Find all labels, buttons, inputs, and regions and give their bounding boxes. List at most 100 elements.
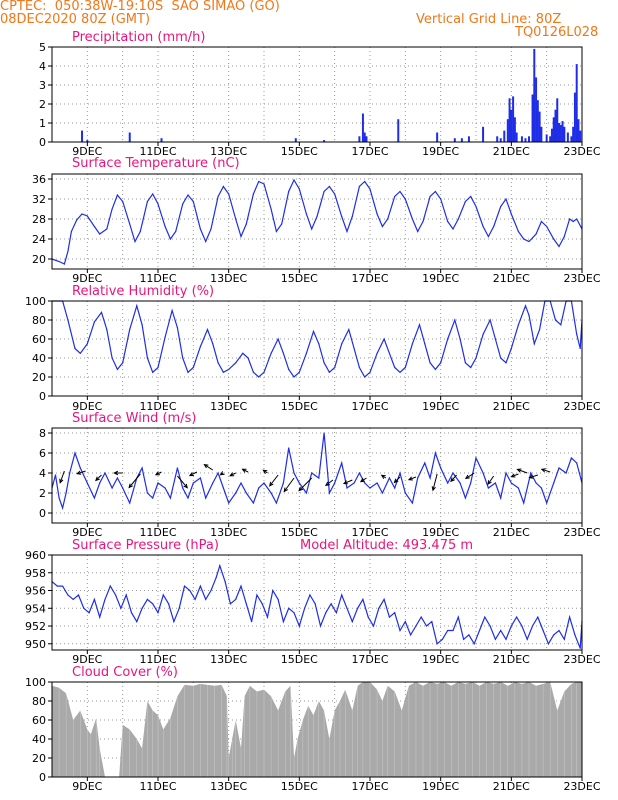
surface-pressure-point [235, 598, 237, 600]
surface-wind-point [523, 502, 525, 504]
relative-humidity-point [576, 333, 578, 335]
surface-temperature-point [58, 260, 60, 263]
surface-temperature-point [157, 203, 159, 205]
surface-temperature-panel: 20 24 28 32 36 9DEC 11DEC 13DEC 15DEC 17DEC 19DEC 2… [32, 156, 601, 285]
surface-temperature-point [210, 228, 212, 230]
surface-wind-point [258, 487, 260, 489]
precipitation-xtick-label: 15DEC [281, 145, 318, 158]
surface-wind-title: Surface Wind (m/s) [72, 411, 196, 426]
wind-arrow-head [76, 470, 82, 475]
surface-wind-point [182, 487, 184, 489]
precip-bar [363, 132, 366, 142]
surface-wind-point [293, 472, 295, 474]
surface-wind-point [192, 482, 194, 484]
surface-pressure-point [425, 625, 428, 627]
relative-humidity-xtick-label: 9DEC [72, 400, 102, 413]
relative-humidity-point [282, 352, 285, 354]
surface-temperature-point [67, 250, 69, 253]
surface-pressure-point [330, 603, 332, 605]
relative-humidity-point [263, 371, 265, 373]
surface-wind-point [228, 502, 230, 504]
relative-humidity-point [293, 376, 295, 378]
surface-temperature-point [311, 228, 313, 230]
relative-humidity-point [228, 368, 230, 370]
precipitation-title: Precipitation (mm/h) [72, 30, 205, 45]
surface-wind-ytick-label: 8 [39, 427, 46, 440]
surface-pressure-point [367, 616, 369, 618]
surface-wind-point [323, 432, 325, 434]
surface-temperature-point [563, 235, 565, 238]
relative-humidity-point [418, 324, 421, 326]
surface-pressure-xtick-label: 13DEC [210, 653, 247, 666]
surface-pressure-point [219, 565, 221, 567]
relative-humidity-point [93, 321, 95, 323]
precip-bar [558, 123, 561, 142]
surface-wind-plot-area [52, 428, 582, 523]
surface-pressure-point [304, 607, 306, 609]
surface-wind-ytick-label: 0 [39, 507, 46, 520]
relative-humidity-point [106, 328, 108, 331]
relative-humidity-point [305, 352, 307, 354]
surface-wind-point [358, 472, 360, 474]
surface-temperature-point [182, 203, 184, 205]
precip-bar [566, 132, 569, 142]
surface-wind-point [417, 477, 419, 479]
surface-pressure-point [441, 638, 444, 640]
surface-temperature-point [70, 230, 73, 233]
surface-wind-point [517, 487, 520, 489]
wind-arrow [511, 473, 519, 478]
surface-temperature-point [457, 218, 459, 220]
surface-wind-point [146, 492, 148, 494]
relative-humidity-point [79, 352, 81, 354]
surface-temperature-point [76, 219, 78, 221]
surface-pressure-point [569, 616, 571, 618]
wind-arrow [541, 468, 551, 473]
wind-arrow [204, 464, 214, 471]
surface-temperature-point [440, 198, 442, 200]
surface-temperature-point [470, 195, 472, 198]
surface-wind-point [58, 497, 60, 499]
surface-temperature-point [394, 195, 396, 198]
relative-humidity-point [247, 357, 249, 359]
surface-temperature-point [263, 183, 265, 185]
surface-temperature-ytick-label: 28 [32, 213, 46, 226]
surface-temperature-point [417, 230, 419, 233]
precipitation-xtick-label: 23DEC [563, 145, 600, 158]
surface-temperature-point [364, 180, 366, 183]
precip-bar [556, 98, 559, 142]
surface-pressure-panel: 950 952 954 956 958 960 9DEC 11DEC 13DEC 15DEC 17D… [25, 538, 601, 666]
wind-arrow [529, 474, 538, 479]
relative-humidity-point [122, 362, 124, 364]
precipitation-plot-area [52, 47, 582, 142]
surface-temperature-point [505, 198, 507, 200]
surface-temperature-xtick-label: 21DEC [493, 272, 530, 285]
wind-arrow [517, 468, 528, 474]
relative-humidity-point [288, 368, 290, 370]
surface-pressure-xtick-label: 21DEC [493, 653, 530, 666]
surface-pressure-point [383, 598, 385, 600]
surface-pressure-point [516, 616, 518, 618]
wind-arrow-head [183, 483, 188, 489]
relative-humidity-point [328, 371, 330, 373]
precip-bar [554, 109, 557, 142]
surface-pressure-point [210, 589, 212, 592]
surface-wind-point [69, 472, 71, 474]
relative-humidity-xtick-label: 15DEC [281, 400, 318, 413]
surface-wind-point [152, 497, 154, 499]
surface-pressure-point [115, 594, 117, 596]
surface-wind-point [93, 497, 95, 499]
precip-bar [128, 132, 131, 142]
surface-wind-point [318, 477, 320, 479]
precip-bar [506, 119, 509, 142]
relative-humidity-xtick-label: 21DEC [493, 400, 530, 413]
precip-bar [573, 92, 576, 142]
surface-temperature-point [429, 195, 431, 198]
surface-pressure-point [298, 625, 300, 627]
surface-pressure-point [130, 612, 133, 614]
surface-wind-point [275, 502, 277, 504]
surface-temperature-point [99, 233, 101, 235]
surface-temperature-title: Surface Temperature (nC) [72, 156, 240, 171]
surface-wind-point [452, 472, 454, 474]
relative-humidity-point [358, 366, 360, 369]
relative-humidity-point [277, 338, 279, 340]
